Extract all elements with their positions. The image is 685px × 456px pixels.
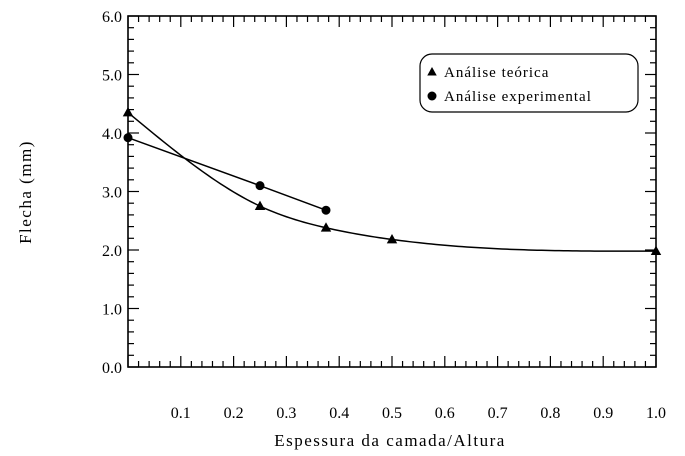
x-tick-label: 0.6 [435,405,455,422]
x-tick-label: 0.1 [171,405,191,422]
data-point-circle [123,133,133,143]
x-tick-label: 0.5 [382,405,402,422]
legend-label: Análise experimental [444,89,592,105]
x-tick-label: 0.4 [329,405,349,422]
x-tick-label: 0.2 [224,405,244,422]
x-tick-label: 0.7 [488,405,508,422]
legend-marker-circle [427,91,437,101]
y-tick-label: 5.0 [102,68,122,85]
y-tick-label: 2.0 [102,243,122,260]
x-axis-label: Espessura da camada/Altura [274,431,506,450]
y-tick-label: 0.0 [102,360,122,377]
data-point-triangle [386,233,398,244]
series-1 [122,107,662,256]
y-tick-label: 1.0 [102,302,122,319]
data-point-triangle [254,200,266,210]
data-point-circle [321,205,331,215]
x-tick-label: 1.0 [646,405,666,422]
legend-label: Análise teórica [444,65,549,81]
data-point-triangle [650,245,662,256]
y-tick-label: 6.0 [102,9,122,26]
series-line [127,136,327,211]
y-axis-label: Flecha (mm) [16,140,35,244]
x-tick-label: 0.3 [276,405,296,422]
series-2 [123,133,331,215]
data-point-circle [255,181,265,191]
y-tick-label: 3.0 [102,185,122,202]
data-point-triangle [320,222,332,232]
data-point-triangle [122,107,134,117]
legend-box [419,53,639,113]
y-tick-label: 4.0 [102,126,122,143]
x-tick-label: 0.8 [540,405,560,422]
legend-marker-triangle [427,67,437,76]
series-line [127,111,656,252]
x-tick-label: 0.9 [593,405,613,422]
